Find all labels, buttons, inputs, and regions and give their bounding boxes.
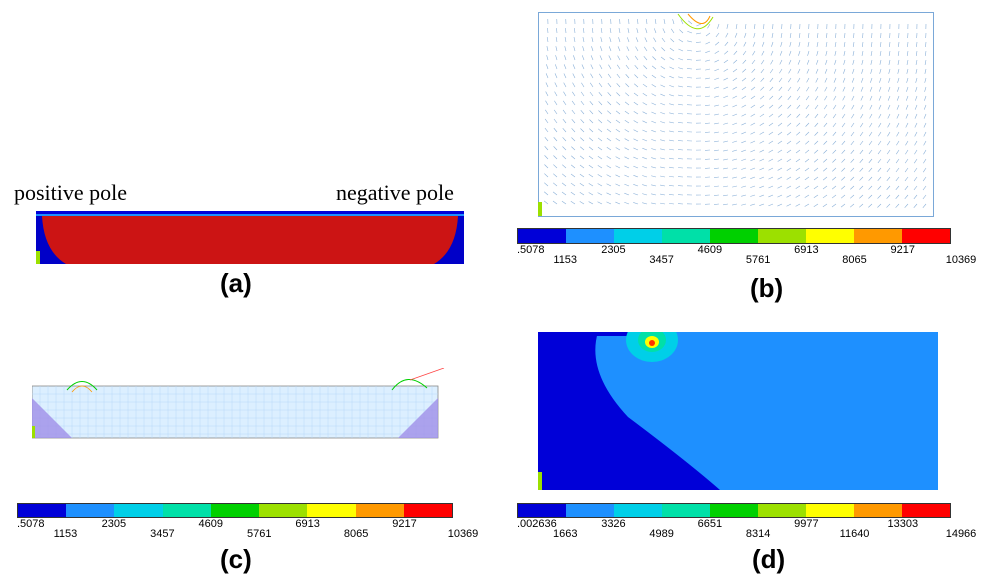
colorbar-segment [758,229,806,243]
colorbar-tick-label: 5761 [246,528,272,540]
panel-c-vector-plot [32,368,445,439]
colorbar-tick-label: 6651 [697,518,723,530]
colorbar-tick-label: 3457 [649,254,674,266]
panel-c-colorbar-ticks: .5078 1153 2305 3457 4609 5761 6913 8065 9217 103… [17,518,478,542]
panel-a-label: (a) [220,268,252,298]
colorbar-tick-label: 13303 [887,518,919,530]
colorbar-tick-label: 8314 [745,528,771,540]
colorbar-tick-label: 4989 [649,528,674,540]
colorbar-segment [66,504,115,517]
colorbar-segment [902,229,950,243]
colorbar-tick-label: 11640 [839,528,870,540]
colorbar-segment [614,229,662,243]
colorbar-segment [662,504,710,517]
colorbar-tick-label: 8065 [842,254,867,266]
colorbar-tick-label: 14966 [945,528,977,540]
colorbar-segment [662,229,710,243]
colorbar-segment [162,504,211,517]
colorbar-segment [518,504,566,517]
positive-pole-label: positive pole [14,180,128,205]
colorbar-segment [18,504,67,517]
panel-d-colorbar-ticks: .002636 1663 3326 4989 6651 8314 9977 11640 1330… [517,518,976,542]
panel-c-label: (c) [220,544,252,574]
colorbar-tick-label: 1663 [552,528,578,540]
colorbar-segment [614,504,662,517]
panel-b-colorbar-ticks: .5078 1153 2305 3457 4609 5761 6913 8065 9217 103… [517,244,976,274]
colorbar-segment [806,229,854,243]
colorbar-segment [758,504,806,517]
colorbar-tick-label: 2305 [601,244,626,256]
colorbar-tick-label: 1153 [53,528,78,540]
colorbar-segment [566,504,614,517]
colorbar-tick-label: 3326 [601,518,626,530]
colorbar-segment [710,229,758,243]
colorbar-segment [403,504,452,517]
colorbar-tick-label: 3457 [150,528,175,540]
colorbar-tick-label: .002636 [517,518,557,530]
colorbar-tick-label: 6913 [794,244,819,256]
colorbar-tick-label: 9977 [794,518,819,530]
colorbar-segment [806,504,854,517]
colorbar-segment [114,504,163,517]
colorbar-tick-label: .5078 [517,244,545,256]
colorbar-tick-label: 4609 [697,244,723,256]
panel-d-contour-plot [538,332,938,490]
panel-b-vector-plot [538,12,934,217]
panel-c-colorbar [17,503,453,518]
colorbar-segment [518,229,566,243]
colorbar-tick-label: 2305 [101,518,127,530]
panel-b-label: (b) [750,273,784,303]
colorbar-tick-label: 10369 [447,528,479,540]
colorbar-segment [259,504,308,517]
colorbar-segment [355,504,404,517]
colorbar-segment [210,504,260,517]
colorbar-segment [854,504,902,517]
panel-d-label: (d) [752,544,786,574]
colorbar-tick-label: 10369 [945,254,977,266]
colorbar-segment [854,229,902,243]
negative-pole-label: negative pole [336,180,454,205]
panel-a-contour-plot [36,211,464,264]
colorbar-segment [307,504,356,517]
colorbar-tick-label: 6913 [295,518,320,530]
colorbar-tick-label: 9217 [890,244,916,256]
colorbar-segment [566,229,614,243]
colorbar-tick-label: 9217 [392,518,417,530]
panel-d-colorbar [517,503,951,518]
colorbar-tick-label: 5761 [745,254,771,266]
colorbar-tick-label: .5078 [17,518,45,530]
colorbar-tick-label: 1153 [553,254,578,266]
colorbar-segment [710,504,758,517]
panel-b-colorbar [517,228,951,244]
colorbar-segment [902,504,950,517]
colorbar-tick-label: 8065 [343,528,369,540]
colorbar-tick-label: 4609 [198,518,224,530]
